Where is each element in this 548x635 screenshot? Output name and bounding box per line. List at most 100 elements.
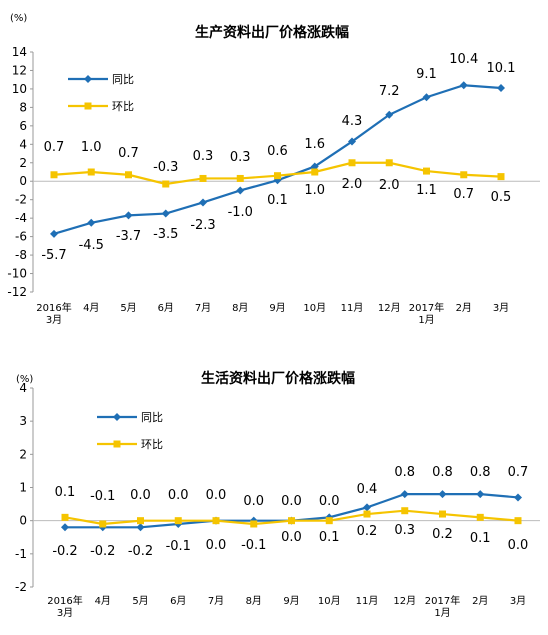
data-point bbox=[137, 517, 144, 525]
data-label: 0.5 bbox=[491, 190, 512, 205]
data-label: 0.3 bbox=[230, 150, 251, 165]
data-point bbox=[50, 229, 58, 238]
data-point bbox=[288, 517, 295, 525]
x-tick-label: 6月 bbox=[158, 302, 174, 314]
data-label: 0.0 bbox=[168, 488, 189, 503]
y-tick-label: -12 bbox=[7, 285, 27, 299]
data-label: 0.0 bbox=[243, 494, 264, 509]
x-tick-label: 2016年 bbox=[36, 301, 71, 314]
data-point bbox=[497, 84, 505, 92]
data-point bbox=[87, 218, 96, 227]
data-point bbox=[348, 159, 356, 167]
data-point bbox=[61, 513, 69, 521]
data-label: 1.0 bbox=[81, 140, 102, 155]
data-point bbox=[250, 520, 258, 528]
data-label: 0.1 bbox=[470, 531, 491, 546]
y-tick-label: 4 bbox=[19, 137, 27, 151]
data-point bbox=[87, 168, 95, 176]
x-tick-label: 8月 bbox=[246, 595, 262, 607]
x-tick-label: 4月 bbox=[83, 302, 99, 314]
data-point bbox=[460, 171, 468, 179]
x-tick-label: 12月 bbox=[393, 595, 416, 607]
y-tick-label: 12 bbox=[12, 63, 27, 77]
data-label: 0.0 bbox=[206, 488, 227, 503]
x-tick-label: 3月 bbox=[57, 607, 73, 619]
y-tick-label: -2 bbox=[15, 193, 27, 207]
data-label: 1.1 bbox=[416, 183, 437, 198]
legend-entry: 环比 bbox=[112, 100, 134, 113]
x-tick-label: 9月 bbox=[269, 302, 285, 314]
data-label: -0.1 bbox=[90, 489, 115, 504]
data-point bbox=[401, 507, 409, 515]
x-tick-label: 5月 bbox=[132, 595, 148, 607]
data-point bbox=[363, 510, 371, 518]
x-tick-label: 5月 bbox=[120, 302, 136, 314]
data-label: -0.1 bbox=[166, 539, 191, 554]
data-point bbox=[439, 510, 446, 518]
data-label: -0.3 bbox=[153, 160, 178, 175]
data-point bbox=[363, 503, 371, 512]
y-tick-label: 3 bbox=[19, 414, 27, 428]
data-label: 0.0 bbox=[319, 494, 340, 509]
y-unit-label: (%) bbox=[16, 374, 33, 385]
legend-entry: 同比 bbox=[112, 73, 134, 86]
data-label: 0.2 bbox=[432, 527, 453, 542]
chart-title: 生产资料出厂价格涨跌幅 bbox=[195, 24, 349, 41]
data-point bbox=[497, 173, 505, 181]
data-label: -0.2 bbox=[52, 544, 77, 559]
data-point bbox=[385, 159, 393, 167]
y-unit-label: (%) bbox=[10, 13, 27, 24]
y-tick-label: -6 bbox=[15, 230, 27, 244]
y-tick-label: -1 bbox=[15, 547, 27, 561]
data-label: -1.0 bbox=[228, 205, 253, 220]
data-point bbox=[136, 523, 145, 532]
chart-title: 生活资料出厂价格涨跌幅 bbox=[201, 370, 355, 387]
data-label: 0.0 bbox=[130, 488, 151, 503]
data-label: 0.6 bbox=[267, 144, 288, 159]
data-point bbox=[162, 180, 170, 188]
data-point bbox=[311, 168, 319, 176]
data-point bbox=[212, 517, 220, 525]
data-point bbox=[514, 517, 522, 525]
data-point bbox=[422, 93, 431, 102]
y-tick-label: 4 bbox=[19, 381, 27, 395]
data-label: -2.3 bbox=[190, 218, 215, 233]
y-tick-label: 10 bbox=[12, 82, 27, 96]
data-point bbox=[325, 517, 333, 525]
data-label: -0.2 bbox=[128, 544, 153, 559]
x-tick-label: 11月 bbox=[356, 595, 379, 607]
data-point bbox=[61, 523, 69, 532]
data-label: 4.3 bbox=[342, 114, 363, 129]
data-label: -0.2 bbox=[90, 544, 115, 559]
data-label: 1.0 bbox=[304, 183, 325, 198]
data-label: -0.1 bbox=[241, 538, 266, 553]
y-tick-label: 0 bbox=[19, 514, 27, 528]
data-point bbox=[400, 490, 409, 499]
data-point bbox=[514, 493, 522, 502]
x-tick-label: 2017年 bbox=[409, 301, 444, 314]
data-point bbox=[459, 81, 468, 90]
data-label: 0.7 bbox=[118, 146, 139, 161]
data-label: 0.8 bbox=[432, 465, 453, 480]
data-point bbox=[438, 490, 447, 499]
x-tick-label: 3月 bbox=[46, 314, 62, 326]
data-label: 0.8 bbox=[470, 465, 491, 480]
data-label: 0.0 bbox=[281, 530, 302, 545]
x-tick-label: 2016年 bbox=[47, 594, 82, 607]
data-point bbox=[476, 490, 485, 499]
data-point bbox=[423, 167, 430, 175]
legend-marker bbox=[113, 440, 121, 448]
chart-production-materials: 生产资料出厂价格涨跌幅 (%) 14 12 10 8 6 4 2 0 -2 -4 -6 -8 -10 -12 2… bbox=[7, 13, 540, 326]
y-tick-label: 6 bbox=[19, 119, 27, 133]
data-point bbox=[174, 517, 182, 525]
legend-marker bbox=[84, 75, 92, 83]
data-point bbox=[199, 198, 207, 207]
data-label: 9.1 bbox=[416, 67, 437, 82]
data-point bbox=[199, 174, 207, 182]
data-point bbox=[125, 171, 132, 179]
y-tick-label: -8 bbox=[15, 248, 27, 262]
data-label: 0.0 bbox=[206, 538, 227, 553]
data-label: 0.1 bbox=[55, 485, 76, 500]
